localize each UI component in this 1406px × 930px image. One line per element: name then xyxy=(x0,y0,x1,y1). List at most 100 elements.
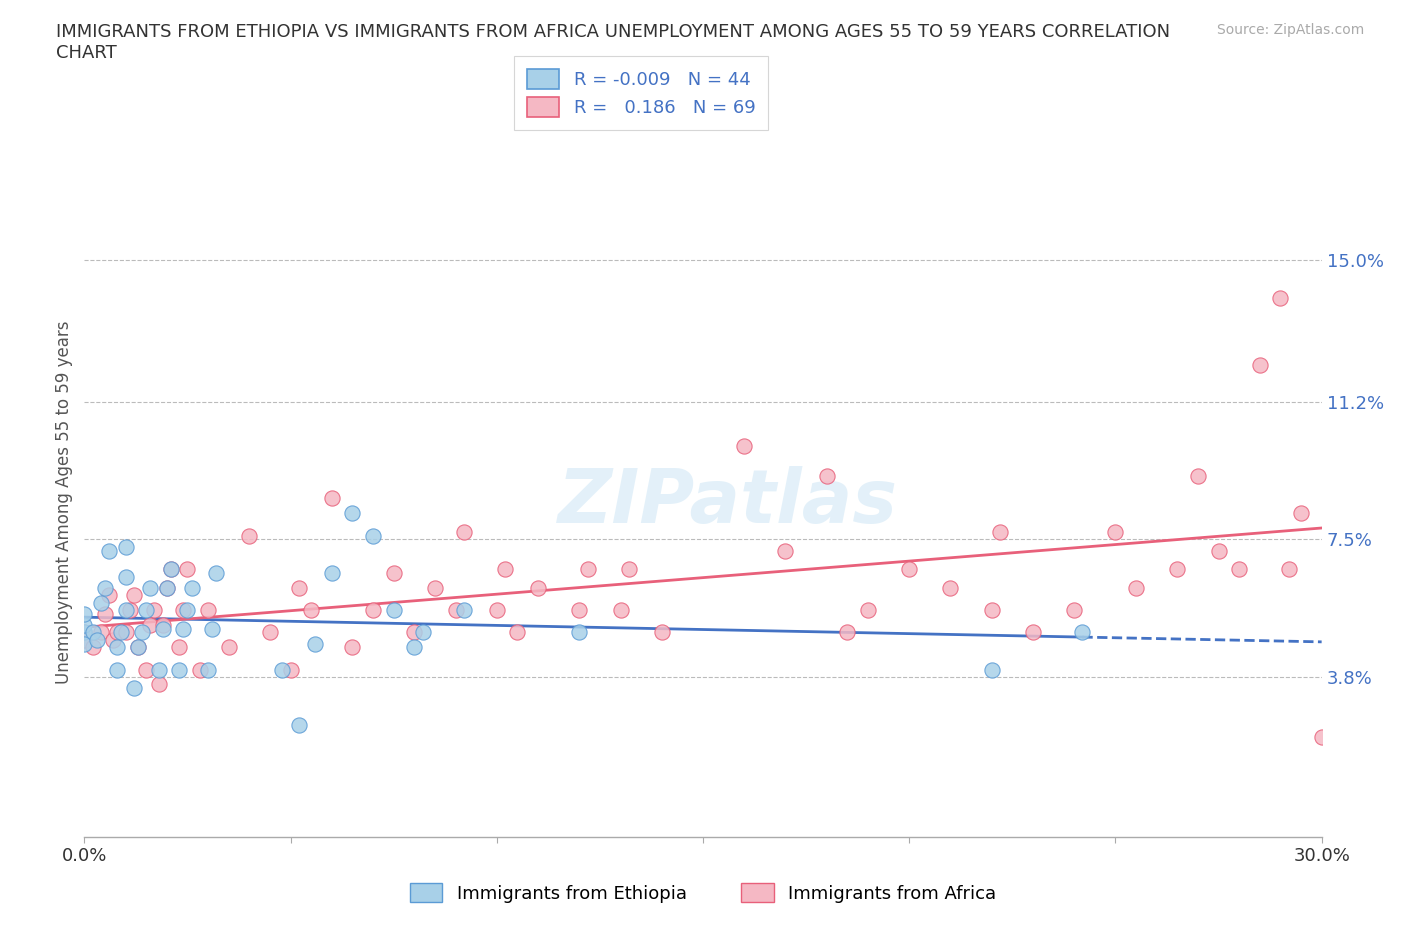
Point xyxy=(815,469,838,484)
Point xyxy=(1022,625,1045,640)
Point xyxy=(110,625,132,640)
Point xyxy=(980,603,1002,618)
Point xyxy=(105,662,128,677)
Point xyxy=(1063,603,1085,618)
Point xyxy=(617,562,640,577)
Point xyxy=(82,625,104,640)
Y-axis label: Unemployment Among Ages 55 to 59 years: Unemployment Among Ages 55 to 59 years xyxy=(55,321,73,684)
Point xyxy=(73,625,96,640)
Point xyxy=(259,625,281,640)
Point xyxy=(342,506,364,521)
Point xyxy=(94,606,117,621)
Point xyxy=(453,525,475,539)
Text: Source: ZipAtlas.com: Source: ZipAtlas.com xyxy=(1216,23,1364,37)
Point xyxy=(527,580,550,595)
Point xyxy=(1166,562,1188,577)
Point xyxy=(148,677,170,692)
Point xyxy=(103,632,125,647)
Point xyxy=(271,662,294,677)
Point xyxy=(148,662,170,677)
Point xyxy=(733,439,755,454)
Point xyxy=(167,662,190,677)
Point xyxy=(939,580,962,595)
Point xyxy=(127,640,149,655)
Point xyxy=(188,662,211,677)
Point xyxy=(404,625,426,640)
Point xyxy=(1249,357,1271,372)
Point xyxy=(1310,729,1333,744)
Point xyxy=(342,640,364,655)
Point xyxy=(90,625,112,640)
Point xyxy=(980,662,1002,677)
Point xyxy=(1104,525,1126,539)
Point xyxy=(127,640,149,655)
Point xyxy=(152,621,174,636)
Point xyxy=(299,603,322,618)
Point xyxy=(176,603,198,618)
Point xyxy=(775,543,797,558)
Point xyxy=(453,603,475,618)
Point xyxy=(205,565,228,580)
Point xyxy=(156,580,179,595)
Point xyxy=(114,539,136,554)
Point xyxy=(172,603,194,618)
Point xyxy=(160,562,183,577)
Point xyxy=(382,603,405,618)
Point xyxy=(114,625,136,640)
Point xyxy=(197,603,219,618)
Point xyxy=(131,625,153,640)
Point xyxy=(1125,580,1147,595)
Point xyxy=(288,718,311,733)
Point xyxy=(321,491,343,506)
Point xyxy=(105,640,128,655)
Point xyxy=(122,681,145,696)
Point xyxy=(1289,506,1312,521)
Point xyxy=(73,632,96,647)
Point xyxy=(73,636,96,651)
Point xyxy=(98,588,121,603)
Point xyxy=(651,625,673,640)
Legend: Immigrants from Ethiopia, Immigrants from Africa: Immigrants from Ethiopia, Immigrants fro… xyxy=(401,874,1005,911)
Text: IMMIGRANTS FROM ETHIOPIA VS IMMIGRANTS FROM AFRICA UNEMPLOYMENT AMONG AGES 55 TO: IMMIGRANTS FROM ETHIOPIA VS IMMIGRANTS F… xyxy=(56,23,1170,62)
Point xyxy=(172,621,194,636)
Point xyxy=(90,595,112,610)
Point xyxy=(201,621,224,636)
Point xyxy=(139,580,162,595)
Point xyxy=(423,580,446,595)
Point xyxy=(105,625,128,640)
Point xyxy=(444,603,467,618)
Point xyxy=(1270,290,1292,305)
Point xyxy=(361,603,384,618)
Point xyxy=(856,603,879,618)
Point xyxy=(180,580,202,595)
Point xyxy=(485,603,508,618)
Point xyxy=(280,662,302,677)
Point xyxy=(404,640,426,655)
Point xyxy=(73,625,96,640)
Point xyxy=(568,603,591,618)
Point xyxy=(1208,543,1230,558)
Point xyxy=(609,603,631,618)
Point xyxy=(114,603,136,618)
Point xyxy=(382,565,405,580)
Point xyxy=(118,603,141,618)
Point xyxy=(412,625,434,640)
Point xyxy=(1227,562,1250,577)
Point xyxy=(139,618,162,632)
Point xyxy=(506,625,529,640)
Point xyxy=(86,632,108,647)
Point xyxy=(288,580,311,595)
Point xyxy=(143,603,166,618)
Point xyxy=(197,662,219,677)
Point xyxy=(160,562,183,577)
Point xyxy=(73,606,96,621)
Point xyxy=(568,625,591,640)
Point xyxy=(321,565,343,580)
Point xyxy=(98,543,121,558)
Point xyxy=(1187,469,1209,484)
Legend: R = -0.009   N = 44, R =   0.186   N = 69: R = -0.009 N = 44, R = 0.186 N = 69 xyxy=(515,56,768,130)
Point xyxy=(1071,625,1094,640)
Point xyxy=(114,569,136,584)
Point xyxy=(135,662,157,677)
Point xyxy=(122,588,145,603)
